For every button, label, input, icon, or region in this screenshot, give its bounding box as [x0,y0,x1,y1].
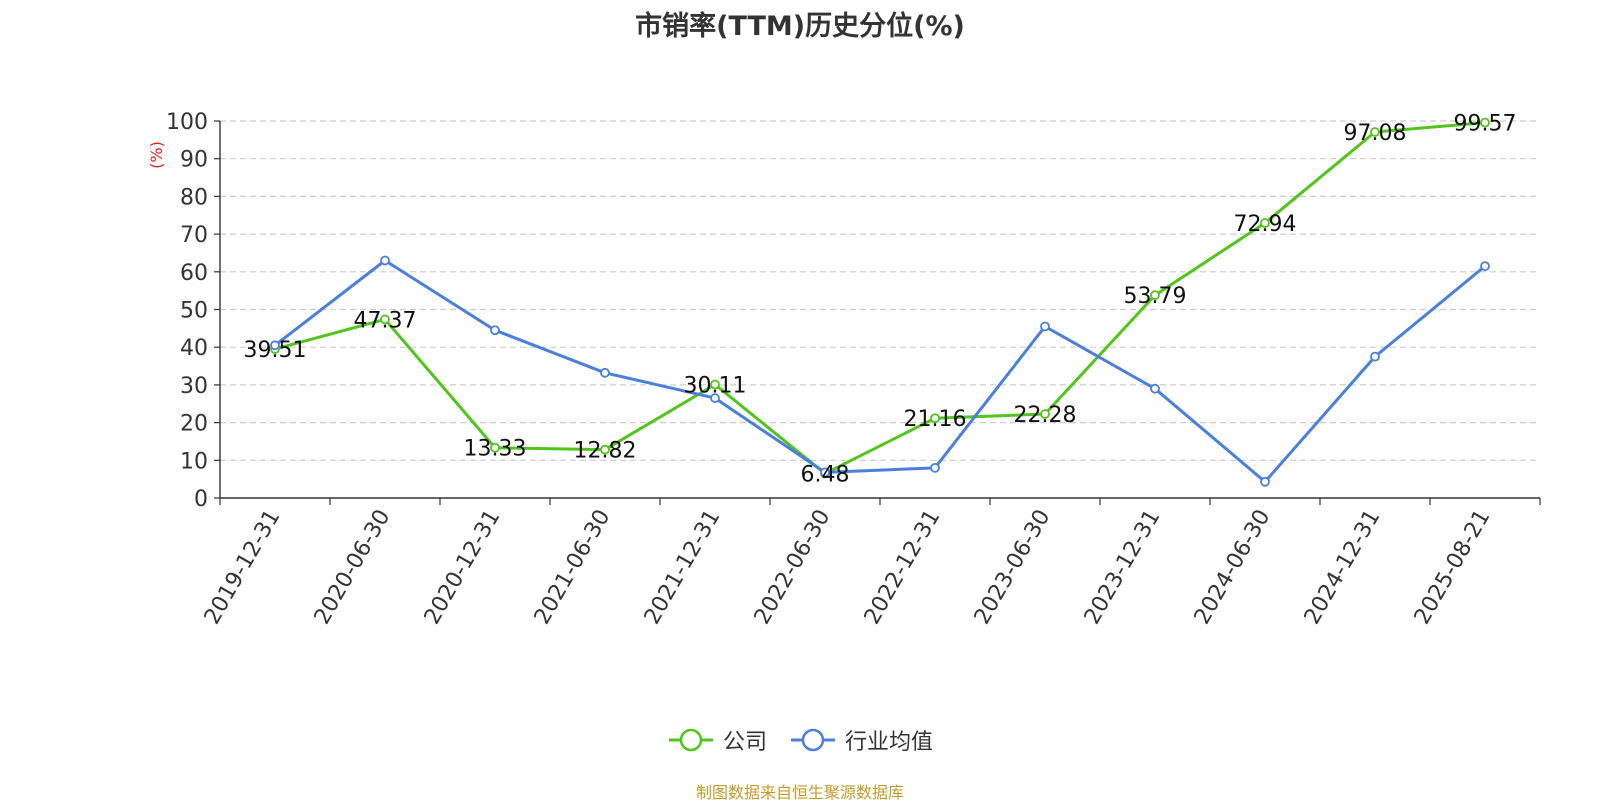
data-label: 13.33 [464,437,527,462]
data-point[interactable] [1260,476,1270,487]
legend-item-industry[interactable]: 行业均值 [789,724,933,756]
data-label: 47.37 [354,308,417,333]
x-tick-label: 2021-12-31 [640,506,726,629]
x-tick-label: 2023-12-31 [1080,506,1166,629]
chart-title: 市销率(TTM)历史分位(%) [635,11,965,42]
y-tick-label: 20 [180,412,208,437]
data-point[interactable] [1040,409,1050,419]
data-point[interactable] [930,462,940,473]
data-label: 97.08 [1344,121,1407,146]
legend-label-company: 公司 [722,730,767,755]
data-point[interactable] [1370,127,1380,137]
data-point[interactable] [1040,321,1050,332]
y-tick-label: 40 [180,336,208,361]
data-label: 22.28 [1014,403,1077,428]
series-line-1 [274,258,1486,484]
legend-marker-company-icon [668,728,713,752]
x-tick-label: 2019-12-31 [200,506,286,629]
legend: 公司 行业均值 [0,724,1600,756]
data-point[interactable] [600,444,610,455]
y-tick-label: 100 [166,110,208,135]
data-point[interactable] [930,413,940,424]
y-tick-label: 70 [180,223,208,248]
data-label: 39.51 [244,338,307,363]
y-tick-label: 10 [180,449,208,474]
data-label: 21.16 [904,407,967,432]
data-point[interactable] [710,393,720,403]
data-point[interactable] [380,255,390,266]
data-label: 6.48 [801,463,850,488]
source-note: 制图数据来自恒生聚源数据库 [695,783,904,802]
data-label: 72.94 [1234,212,1297,237]
data-point[interactable] [1150,290,1160,301]
data-point[interactable] [490,442,500,453]
grid-lines [220,120,1540,461]
y-unit-label: (%) [147,141,166,169]
data-point[interactable] [1480,261,1490,272]
data-point[interactable] [600,367,610,378]
data-point[interactable] [1370,351,1380,362]
data-label: 53.79 [1124,284,1187,309]
y-tick-label: 60 [180,261,208,286]
x-tick-label: 2023-06-30 [970,506,1056,629]
legend-item-company[interactable]: 公司 [667,724,767,756]
x-tick-label: 2021-06-30 [530,506,616,629]
axes: 0 10 20 30 40 50 60 70 80 90 100(%) 2019-12-31 2020-… [147,110,1541,629]
x-tick-label: 2020-12-31 [420,506,506,629]
data-point[interactable] [1150,383,1160,394]
y-tick-label: 90 [180,148,208,173]
data-label: 12.82 [574,439,637,464]
data-point[interactable] [1260,218,1270,228]
y-tick-label: 80 [180,185,208,210]
legend-marker-industry-icon [791,728,835,752]
data-point[interactable] [710,379,720,390]
data-point[interactable] [270,340,280,351]
y-tick-label: 50 [180,299,208,324]
data-point[interactable] [1480,117,1490,128]
data-label: 30.11 [684,373,747,398]
y-tick-label: 0 [194,487,208,512]
data-point[interactable] [490,325,500,336]
data-point[interactable] [380,314,390,325]
data-point[interactable] [820,467,830,478]
data-label: 99.57 [1454,112,1517,137]
x-tick-label: 2022-06-30 [750,506,836,629]
x-tick-label: 2020-06-30 [310,506,396,629]
x-tick-label: 2024-06-30 [1190,506,1276,629]
y-tick-label: 30 [180,374,208,399]
x-tick-label: 2024-12-31 [1300,506,1386,629]
data-labels: 39.51 47.37 13.33 12.82 30.11 6.48 21.16 22.28 5… [244,112,1517,488]
x-tick-label: 2025-08-21 [1410,506,1496,629]
x-tick-label: 2022-12-31 [860,506,946,629]
legend-label-industry: 行业均值 [845,730,934,755]
series [270,117,1490,487]
series-line-0 [274,121,1486,476]
